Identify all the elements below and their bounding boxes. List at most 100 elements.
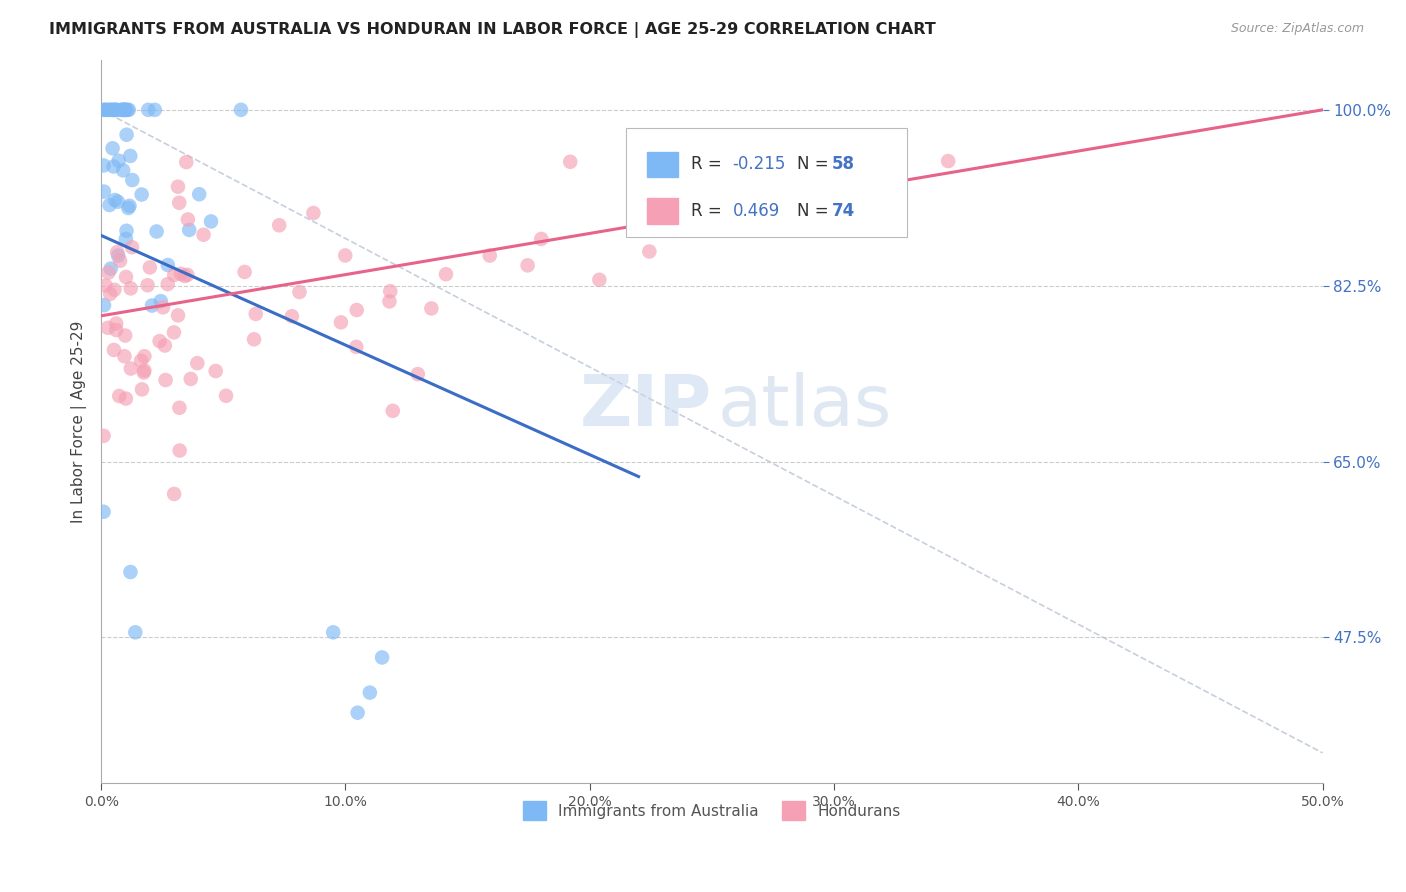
Point (104, 193, 127, 207)
Point (229, 103, 252, 117)
Point (105, 317, 128, 331)
Point (180, 372, 202, 386)
Point (112, 103, 135, 117)
Point (516, 259, 538, 273)
Point (156, 277, 179, 292)
Point (478, 248, 501, 262)
Point (118, 199, 141, 213)
Point (108, 389, 131, 403)
Point (104, 103, 127, 117)
Point (346, 303, 368, 318)
Point (434, 267, 457, 281)
Text: 74: 74 (831, 202, 855, 220)
Point (200, 214, 222, 228)
Point (322, 625, 344, 640)
Point (638, 244, 661, 259)
Point (560, 154, 582, 169)
Point (115, 392, 138, 406)
Point (120, 281, 142, 295)
Text: N =: N = (797, 202, 834, 220)
Point (112, 163, 135, 178)
Point (288, 285, 311, 299)
Point (107, 194, 129, 209)
Point (108, 253, 131, 268)
Point (174, 155, 197, 169)
Point (346, 706, 368, 720)
Point (281, 310, 304, 324)
Point (169, 443, 191, 458)
Point (93, 505, 115, 519)
Point (136, 103, 159, 117)
Point (111, 103, 134, 117)
Point (98, 103, 121, 117)
Text: -0.215: -0.215 (733, 155, 786, 173)
Point (100, 261, 122, 276)
Point (93, 103, 115, 117)
Text: IMMIGRANTS FROM AUSTRALIA VS HONDURAN IN LABOR FORCE | AGE 25-29 CORRELATION CHA: IMMIGRANTS FROM AUSTRALIA VS HONDURAN IN… (49, 22, 936, 38)
Point (163, 487, 186, 501)
Point (114, 103, 136, 117)
Point (118, 103, 141, 117)
Point (186, 356, 208, 370)
Point (132, 366, 155, 380)
Point (177, 212, 200, 227)
Point (124, 625, 146, 640)
Point (134, 363, 156, 377)
Point (269, 219, 291, 233)
Point (167, 179, 190, 194)
Text: 0.469: 0.469 (733, 202, 780, 220)
Point (110, 103, 132, 117)
Point (170, 267, 193, 281)
Point (378, 294, 401, 309)
Bar (647, 152, 678, 177)
Point (371, 650, 394, 665)
Point (96, 103, 118, 117)
Point (115, 128, 138, 142)
Text: ZIP: ZIP (579, 372, 711, 442)
Point (153, 338, 176, 352)
Point (131, 383, 153, 397)
Point (114, 103, 136, 117)
Point (97, 266, 120, 280)
Point (145, 225, 167, 239)
Point (233, 265, 256, 279)
Point (111, 103, 134, 117)
Point (163, 268, 186, 282)
Point (107, 153, 129, 168)
Point (149, 334, 172, 348)
Point (107, 249, 129, 263)
Point (204, 364, 226, 378)
Point (120, 149, 142, 163)
Point (101, 103, 124, 117)
Point (117, 201, 139, 215)
Point (120, 565, 142, 579)
Point (344, 340, 367, 354)
Point (163, 326, 186, 340)
Point (121, 173, 143, 187)
Text: atlas: atlas (718, 372, 893, 442)
Point (179, 223, 201, 237)
Point (115, 224, 138, 238)
Point (167, 309, 190, 323)
Point (103, 283, 125, 297)
Point (380, 284, 402, 298)
Point (114, 103, 136, 117)
Text: R =: R = (692, 202, 727, 220)
Y-axis label: In Labor Force | Age 25-29: In Labor Force | Age 25-29 (72, 320, 87, 523)
Bar (647, 198, 678, 224)
Text: Source: ZipAtlas.com: Source: ZipAtlas.com (1230, 22, 1364, 36)
Point (530, 232, 553, 246)
Point (93, 429, 115, 443)
Point (100, 103, 122, 117)
Point (105, 103, 128, 117)
Point (335, 248, 357, 262)
Point (143, 103, 166, 117)
Text: N =: N = (797, 155, 834, 173)
Point (243, 332, 266, 346)
Point (141, 299, 163, 313)
Point (115, 232, 138, 246)
Point (149, 294, 172, 309)
FancyBboxPatch shape (626, 128, 907, 237)
Point (105, 323, 128, 337)
Point (97, 320, 120, 334)
